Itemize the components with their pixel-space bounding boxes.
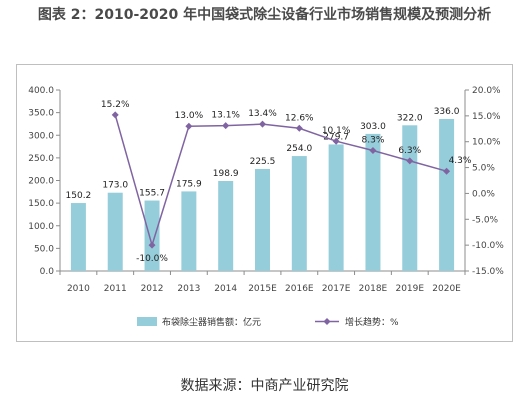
x-tick-label: 2019E [395,284,424,294]
x-tick-label: 2013 [177,284,200,294]
bar [144,200,160,271]
x-tick-label: 2020E [432,284,461,294]
bar [181,191,197,271]
growth-marker [148,241,156,249]
bar-value-label: 322.0 [397,113,423,123]
legend-line-marker [323,318,331,325]
growth-marker [259,120,266,128]
left-tick-label: 250.0 [28,154,54,164]
bar [365,133,381,271]
growth-value-label: 6.3% [398,146,421,156]
growth-value-label: 8.3% [362,136,385,146]
bar-value-label: 155.7 [139,189,165,199]
bar [70,203,86,271]
right-tick-label: -15.0% [472,267,504,277]
combo-chart: 0.0 50.0 100.0 150.0 200.0 250.0 300.0 350.0 400… [28,86,504,328]
legend-line-label: 增长趋势：% [345,316,399,328]
growth-value-label: -10.0% [136,254,168,264]
bar [107,192,123,271]
bar-value-label: 279.7 [323,132,349,142]
x-tick-label: 2012 [141,284,164,294]
right-tick-label: 10.0% [472,138,501,148]
bar-value-label: 150.2 [66,191,92,201]
growth-marker [443,167,451,175]
growth-value-label: 10.1% [322,126,351,136]
legend-bar-swatch [137,317,157,326]
growth-value-label: 13.0% [175,111,204,121]
x-tick-label: 2018E [359,284,388,294]
left-tick-label: 200.0 [28,177,54,187]
bar [218,180,234,271]
bar-value-label: 175.9 [176,179,202,189]
left-tick-label: 150.0 [28,199,54,209]
bar-value-label: 254.0 [286,144,312,154]
growth-value-label: 13.1% [211,111,240,121]
bar-value-label: 198.9 [213,169,239,179]
growth-marker [369,147,377,155]
x-tick-label: 2010 [67,284,90,294]
growth-marker [185,122,193,130]
growth-marker [295,124,303,132]
bar-value-label: 173.0 [102,181,128,191]
right-tick-label: 15.0% [472,112,501,122]
left-tick-label: 300.0 [28,131,54,141]
x-tick-label: 2017E [322,284,351,294]
x-tick-label: 2014 [214,284,237,294]
bar [255,168,270,271]
x-tick-label: 2011 [104,284,127,294]
right-tick-label: 5.0% [472,164,495,174]
figure-title: 图表 2：2010-2020 年中国袋式除尘设备行业市场销售规模及预测分析 [37,7,492,23]
left-tick-label: 350.0 [28,109,54,119]
growth-marker [111,111,119,119]
growth-value-label: 13.4% [248,109,277,119]
growth-marker [222,122,230,130]
legend-bar-label: 布袋除尘器销售额：亿元 [162,316,261,328]
bar [328,144,344,271]
growth-value-label: 12.6% [285,113,314,123]
growth-value-label: 4.3% [449,156,472,166]
growth-marker [332,137,340,145]
bar-value-label: 303.0 [360,122,386,132]
chart-frame: 0.0 50.0 100.0 150.0 200.0 250.0 300.0 350.0 400… [16,64,513,342]
growth-marker [406,157,414,165]
left-tick-label: 0.0 [40,267,55,277]
left-tick-label: 400.0 [28,86,54,96]
bar-value-label: 225.5 [250,157,276,167]
x-tick-label: 2015E [248,284,277,294]
left-tick-label: 100.0 [28,222,54,232]
right-tick-label: -10.0% [472,241,504,251]
x-tick-label: 2016E [285,284,314,294]
right-tick-label: 20.0% [472,86,501,96]
bar-value-label: 336.0 [434,107,460,117]
left-tick-label: 50.0 [34,244,54,254]
bar [439,118,455,272]
growth-line [114,114,447,248]
bar [291,156,307,271]
right-tick-label: 0.0% [472,189,495,199]
source-note: 数据来源：中商产业研究院 [180,378,349,394]
growth-value-label: 15.2% [101,100,130,110]
right-tick-label: -5.0% [472,215,499,225]
